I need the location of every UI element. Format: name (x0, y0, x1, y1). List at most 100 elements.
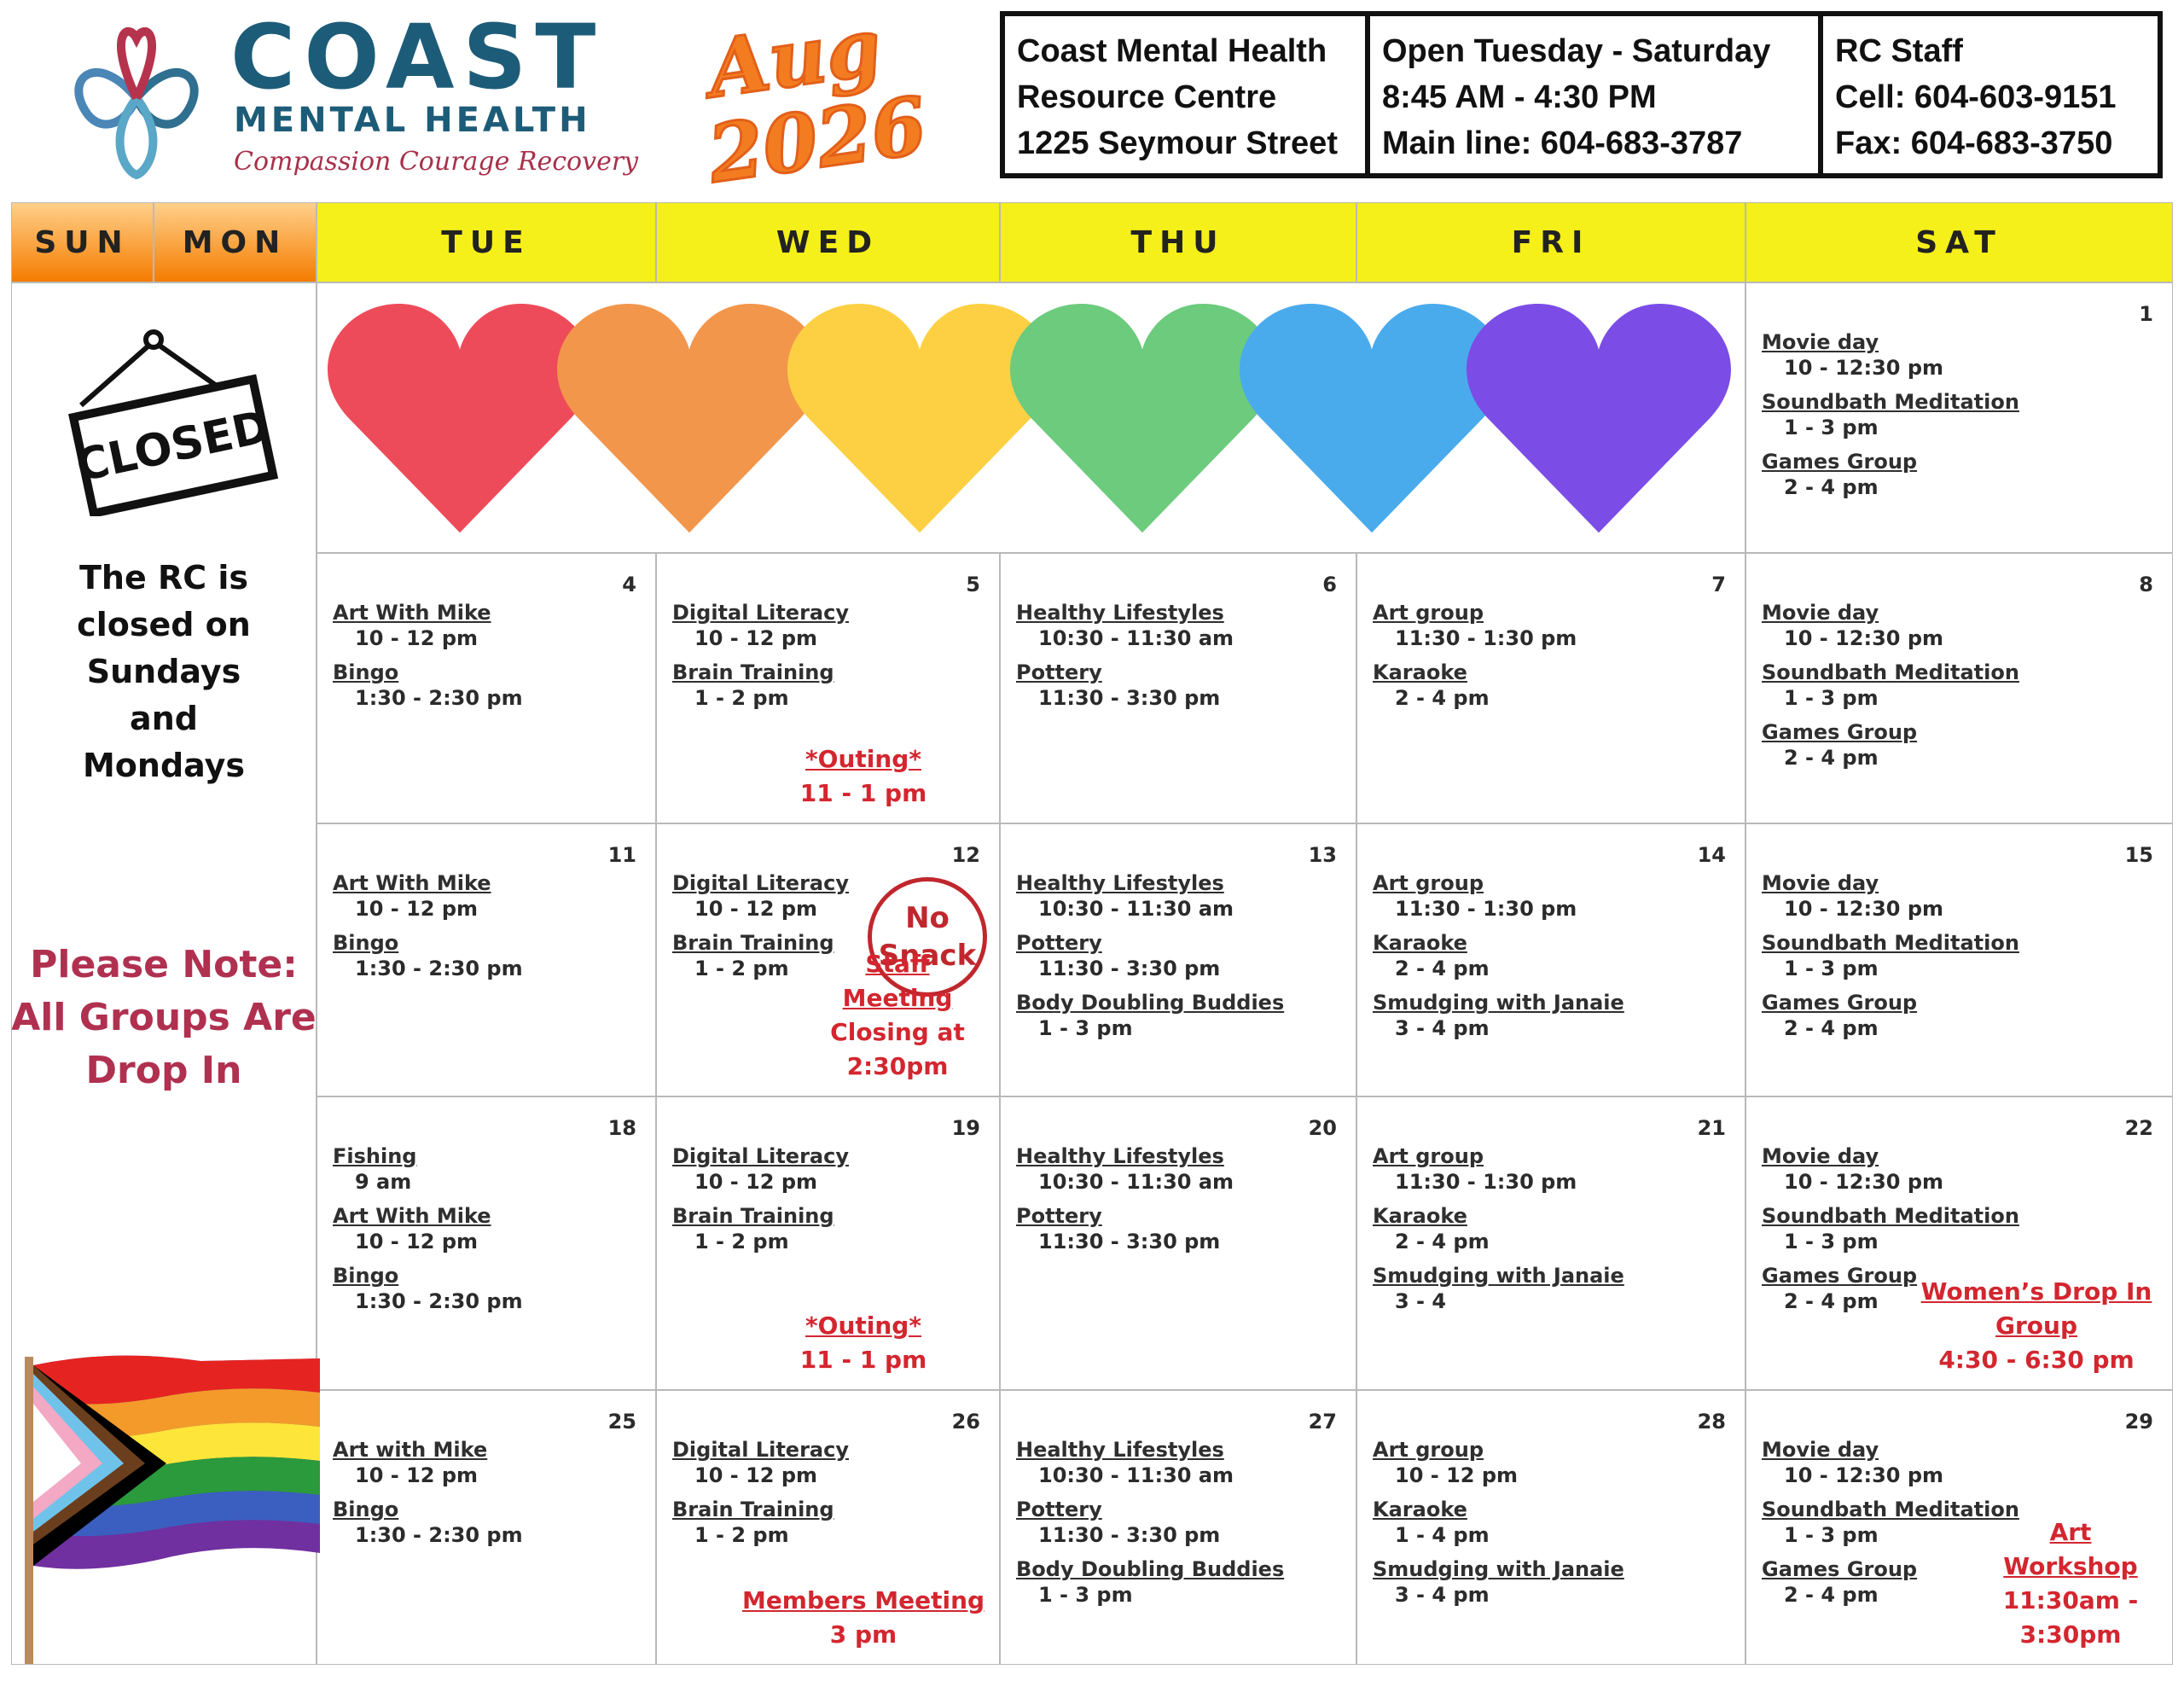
event: Digital Literacy 10 - 12 pm (672, 1437, 990, 1488)
event: Art group 11:30 - 1:30 pm (1373, 600, 1736, 651)
special-time: 11 - 1 pm (799, 1346, 927, 1374)
event-name: Movie day (1762, 330, 1879, 354)
day-number: 11 (607, 843, 636, 867)
event-time: 10:30 - 11:30 am (1038, 1463, 1234, 1487)
day-cell: 15 Movie day 10 - 12:30 pm Soundbath Medita… (1745, 823, 2173, 1096)
event: Soundbath Meditation 1 - 3 pm (1762, 660, 2164, 711)
event-name: Movie day (1762, 871, 1879, 895)
event-name: Games Group (1762, 1264, 1918, 1288)
event-time: 10:30 - 11:30 am (1038, 1170, 1234, 1194)
event: Healthy Lifestyles 10:30 - 11:30 am (1016, 600, 1347, 651)
day-cell: 4 Art With Mike 10 - 12 pm Bingo 1:30 - 2:30… (317, 553, 656, 823)
event-time: 2 - 4 pm (1395, 686, 1490, 710)
event-time: 1:30 - 2:30 pm (355, 1523, 523, 1547)
event: Digital Literacy 10 - 12 pm (672, 1143, 990, 1195)
info-box: Open Tuesday - Saturday 8:45 AM - 4:30 PM… (1365, 11, 1823, 178)
event-time: 1 - 4 pm (1395, 1523, 1490, 1547)
info-line: RC Staff (1835, 33, 1963, 69)
event-time: 1 - 3 pm (1038, 1016, 1133, 1040)
info-box: Coast Mental Health Resource Centre 1225 S… (1000, 11, 1370, 178)
event-name: Games Group (1762, 991, 1918, 1015)
event: Pottery 11:30 - 3:30 pm (1016, 1203, 1347, 1254)
event: Art With Mike 10 - 12 pm (333, 870, 647, 922)
event: Brain Training 1 - 2 pm (672, 1203, 990, 1254)
closed-column (11, 282, 317, 1665)
event-list: Healthy Lifestyles 10:30 - 11:30 am Potter… (1016, 870, 1347, 1050)
event-time: 10 - 12:30 pm (1784, 626, 1944, 650)
day-header: MON (154, 202, 317, 282)
event-name: Art group (1373, 1144, 1484, 1168)
info-line: Cell: 604-603-9151 (1835, 79, 2117, 115)
event-time: 10 - 12 pm (694, 1170, 818, 1194)
closed-sign: CLOSED (68, 329, 279, 516)
day-header: FRI (1356, 202, 1745, 282)
event-time: 2 - 4 pm (1784, 746, 1879, 770)
event-time: 10 - 12 pm (355, 1230, 479, 1253)
event: Pottery 11:30 - 3:30 pm (1016, 1497, 1347, 1548)
event-time: 1:30 - 2:30 pm (355, 1289, 523, 1313)
event-name: Bingo (333, 660, 399, 684)
special-time: Closing at 2:30pm (830, 1018, 965, 1080)
event: Art with Mike 10 - 12 pm (333, 1437, 647, 1488)
special-time: 3 pm (829, 1620, 897, 1649)
event: Healthy Lifestyles 10:30 - 11:30 am (1016, 1437, 1347, 1488)
special-event: Staff Meeting Closing at 2:30pm (808, 947, 987, 1084)
event-name: Games Group (1762, 720, 1918, 744)
special-event: *Outing* 11 - 1 pm (740, 742, 987, 811)
info-line: 8:45 AM - 4:30 PM (1382, 79, 1657, 115)
event-time: 11:30 - 1:30 pm (1395, 897, 1577, 921)
event-name: Soundbath Meditation (1762, 390, 2019, 414)
special-name: Art Workshop (2003, 1518, 2138, 1580)
day-cell: 13 Healthy Lifestyles 10:30 - 11:30 am Pott… (1000, 823, 1356, 1096)
event-list: Movie day 10 - 12:30 pm Soundbath Meditati… (1762, 1143, 2164, 1323)
event-name: Art group (1373, 1438, 1484, 1462)
day-number: 22 (2124, 1116, 2153, 1140)
event-name: Healthy Lifestyles (1016, 601, 1224, 625)
event: Body Doubling Buddies 1 - 3 pm (1016, 990, 1347, 1041)
event-time: 3 - 4 pm (1395, 1583, 1490, 1607)
special-name: Members Meeting (741, 1586, 985, 1614)
closed-line: Mondays (82, 747, 246, 784)
day-number: 5 (966, 573, 980, 596)
event-list: Movie day 10 - 12:30 pm Soundbath Meditati… (1762, 329, 2164, 509)
no-snack-stamp: No Snack (868, 877, 987, 997)
event-name: Bingo (333, 1264, 399, 1288)
drop-in-note: Please Note: All Groups Are Drop In (11, 939, 317, 1097)
day-cell: 29 Movie day 10 - 12:30 pm Soundbath Medita… (1745, 1390, 2173, 1665)
event-list: Digital Literacy 10 - 12 pm Brain Training… (672, 870, 990, 990)
info-box: RC Staff Cell: 604-603-9151 Fax: 604-683-3… (1818, 11, 2163, 178)
pride-flag (25, 1355, 320, 1664)
info-line: 1225 Seymour Street (1017, 125, 1338, 161)
event: Digital Literacy 10 - 12 pm (672, 600, 990, 651)
event-list: Movie day 10 - 12:30 pm Soundbath Meditati… (1762, 1437, 2164, 1616)
event: Games Group 2 - 4 pm (1762, 449, 2164, 500)
event-name: Art With Mike (333, 601, 491, 625)
event-time: 10 - 12:30 pm (1784, 1170, 1944, 1194)
event-name: Brain Training (672, 660, 834, 684)
event-time: 11:30 - 3:30 pm (1038, 686, 1221, 710)
day-number: 12 (951, 843, 980, 867)
event: Karaoke 2 - 4 pm (1373, 930, 1736, 981)
event-time: 11:30 - 1:30 pm (1395, 1170, 1577, 1194)
event: Movie day 10 - 12:30 pm (1762, 870, 2164, 922)
event-time: 9 am (355, 1170, 412, 1194)
event: Movie day 10 - 12:30 pm (1762, 1437, 2164, 1488)
event: Smudging with Janaie 3 - 4 (1373, 1263, 1736, 1314)
logo-subtitle: MENTAL HEALTH (234, 101, 591, 140)
event-time: 3 - 4 pm (1395, 1016, 1490, 1040)
event-name: Soundbath Meditation (1762, 660, 2019, 684)
event-name: Healthy Lifestyles (1016, 1438, 1224, 1462)
event-name: Digital Literacy (672, 601, 849, 625)
note-line: Please Note: (30, 943, 298, 986)
special-name: Staff Meeting (842, 950, 953, 1012)
event-name: Pottery (1016, 660, 1102, 684)
event-list: Healthy Lifestyles 10:30 - 11:30 am Potter… (1016, 1437, 1347, 1616)
event-list: Art group 10 - 12 pm Karaoke 1 - 4 pm Smudgi… (1373, 1437, 1736, 1616)
event-name: Movie day (1762, 1438, 1879, 1462)
logo-mark (74, 27, 199, 179)
event-name: Games Group (1762, 450, 1918, 474)
event-name: Bingo (333, 1498, 399, 1521)
event: Soundbath Meditation 1 - 3 pm (1762, 930, 2164, 981)
special-time: 11 - 1 pm (799, 779, 927, 807)
